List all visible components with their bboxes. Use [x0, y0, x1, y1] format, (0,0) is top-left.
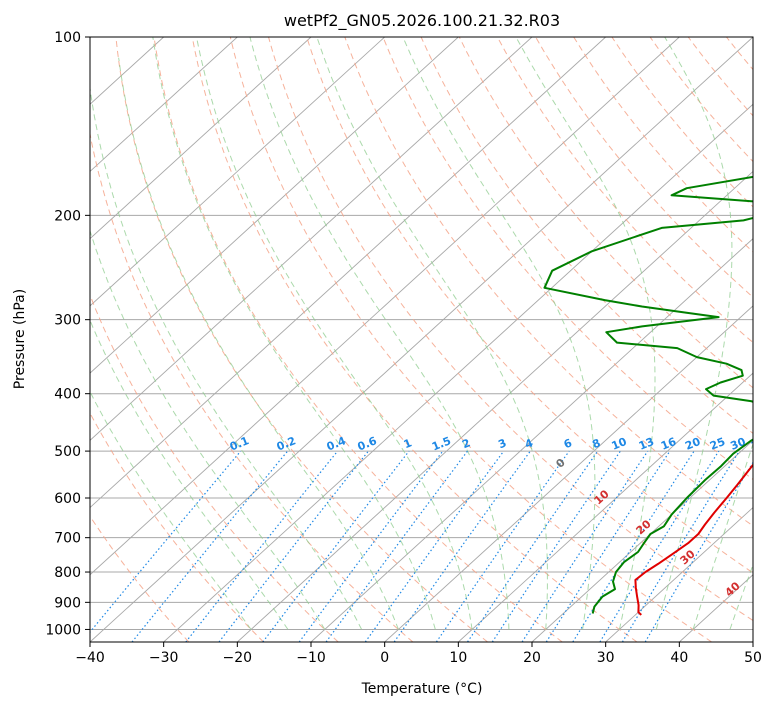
dry-adiabat-line	[90, 293, 339, 642]
mixing-ratio-label: 3	[496, 436, 508, 451]
y-tick-label: 400	[54, 387, 81, 403]
mixing-ratio-label: 25	[708, 435, 727, 453]
moist-adiabat-line	[402, 37, 596, 630]
dry-adiabat-line	[229, 37, 712, 642]
mixing-ratio-label: 13	[637, 435, 656, 453]
mixing-ratio-label: 2	[460, 436, 472, 451]
dry-adiabat-line	[382, 37, 753, 481]
profiles	[543, 175, 753, 616]
dry-adiabat-line	[115, 37, 488, 642]
dry-adiabat-line	[420, 37, 753, 434]
moist-adiabat-line	[152, 37, 436, 630]
dry-adiabat-line	[153, 37, 563, 642]
moist-adiabat-line	[692, 442, 753, 630]
isotherm-line	[384, 305, 753, 642]
dry-adiabat-line	[90, 131, 414, 642]
x-tick-label: −30	[149, 650, 179, 666]
y-tick-label: 200	[54, 208, 81, 224]
y-tick-label: 300	[54, 313, 81, 329]
mixing-ratio-label: 1	[402, 436, 414, 451]
mixing-ratio-line	[644, 461, 753, 642]
y-axis-label: Pressure (hPa)	[12, 289, 28, 389]
dry-adiabat-line	[268, 37, 753, 622]
mixing-ratio-line	[572, 450, 695, 642]
y-tick-label: 100	[54, 30, 81, 46]
mixing-ratio-line	[185, 450, 339, 642]
dry-adiabat-line	[573, 37, 753, 253]
isotherm-line	[310, 238, 753, 642]
mixing-ratio-line	[218, 450, 369, 642]
dry-adiabat-line	[458, 37, 753, 389]
y-tick-label: 900	[54, 595, 81, 611]
isotherm-line	[531, 439, 753, 642]
background-lines	[90, 37, 753, 642]
x-tick-label: −20	[223, 650, 253, 666]
mixing-ratio-label: 20	[683, 435, 702, 453]
dry-adiabat-line	[306, 37, 753, 574]
x-tick-label: −40	[75, 650, 105, 666]
isotherm-line	[90, 37, 606, 509]
y-tick-label: 500	[54, 444, 81, 460]
moist-adiabat-line	[90, 85, 363, 630]
dewpoint-profile-line	[543, 175, 753, 614]
x-axis-label: Temperature (°C)	[361, 681, 483, 697]
moist-adiabat-line	[316, 37, 548, 630]
mixing-ratio-line	[621, 450, 740, 642]
mixing-ratio-label: 10	[610, 435, 629, 453]
moist-adiabat-line	[655, 37, 733, 630]
dry-adiabat-line	[344, 37, 753, 527]
y-tick-label: 700	[54, 531, 81, 547]
moist-adiabat-line	[515, 37, 656, 630]
mixing-ratio-label: 30	[728, 435, 747, 453]
isotherm-line	[90, 37, 385, 307]
mixing-ratio-line	[467, 450, 599, 642]
isotherm-line	[90, 37, 533, 441]
isotherm-line	[90, 37, 753, 642]
isotherm-line	[163, 103, 753, 642]
axes: −40 −30 −20 −10 0 10 20 30 40 50 100 200 300 400 500 60…	[45, 30, 762, 666]
x-tick-label: −10	[296, 650, 326, 666]
isotherm-line	[90, 37, 459, 374]
x-tick-label: 0	[380, 650, 389, 666]
mixing-ratio-line	[599, 450, 720, 642]
x-tick-label: 40	[670, 650, 688, 666]
mixing-ratio-line	[262, 450, 410, 642]
y-tick-label: 800	[54, 565, 81, 581]
isotherm-line	[458, 372, 753, 642]
x-tick-label: 30	[597, 650, 615, 666]
dry-adiabat-line	[496, 37, 753, 344]
mixing-ratio-label: 8	[590, 436, 602, 451]
dry-adiabat-line	[90, 412, 264, 642]
x-tick-label: 20	[523, 650, 541, 666]
moist-adiabat-line	[249, 37, 510, 630]
isotherm-line	[90, 37, 680, 576]
mixing-ratio-line	[90, 450, 242, 634]
mixing-ratio-line	[131, 450, 289, 642]
dry-adiabat-line	[649, 37, 753, 163]
isotherm-line	[90, 37, 312, 240]
dry-adiabat-line	[191, 37, 638, 642]
temperature-profile-line	[634, 463, 753, 616]
isotherm-line	[605, 506, 753, 642]
isotherm-line	[237, 170, 753, 642]
plot-frame	[89, 36, 754, 643]
isotherm-line	[90, 37, 238, 173]
x-tick-label: 10	[449, 650, 467, 666]
mixing-ratio-label: 16	[659, 435, 678, 453]
mixing-ratio-line	[545, 450, 671, 642]
x-tick-label: 50	[744, 650, 762, 666]
moist-adiabat-line	[90, 319, 289, 630]
moist-adiabat-line	[90, 229, 326, 630]
mixing-ratio-line	[364, 450, 505, 642]
chart-title: wetPf2_GN05.2026.100.21.32.R03	[284, 11, 560, 31]
y-tick-label: 1000	[45, 622, 81, 638]
mixing-ratio-label: 36	[749, 435, 768, 453]
y-tick-label: 600	[54, 491, 81, 507]
line-labels: 0.10.20.40.611.52346810131620253036-100-…	[228, 434, 768, 599]
mixing-ratio-line	[393, 450, 531, 642]
